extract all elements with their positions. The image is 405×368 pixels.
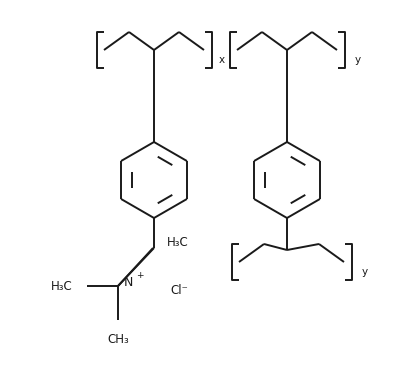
Text: N: N — [124, 276, 133, 289]
Text: x: x — [218, 55, 224, 65]
Text: +: + — [136, 272, 143, 280]
Text: Cl⁻: Cl⁻ — [170, 284, 188, 297]
Text: y: y — [361, 267, 367, 277]
Text: H₃C: H₃C — [51, 280, 73, 293]
Text: CH₃: CH₃ — [107, 333, 128, 346]
Text: H₃C: H₃C — [166, 236, 188, 248]
Text: y: y — [354, 55, 360, 65]
